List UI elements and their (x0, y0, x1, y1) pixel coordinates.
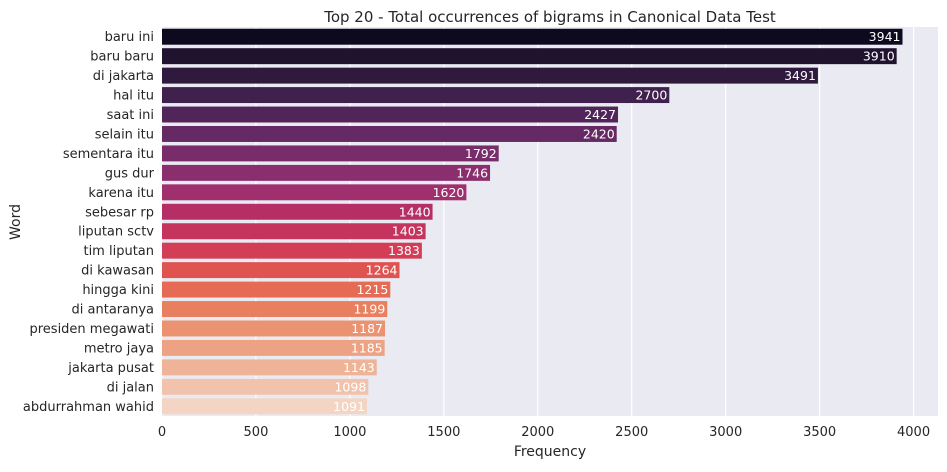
y-tick-label: metro jaya (84, 341, 154, 356)
y-tick-label: jakarta pusat (67, 361, 154, 376)
bar-value-label: 1185 (351, 340, 383, 355)
bar-value-label: 1264 (366, 263, 398, 278)
bar (162, 145, 499, 162)
x-tick-label: 2000 (521, 425, 554, 440)
chart-title: Top 20 - Total occurrences of bigrams in… (323, 8, 776, 26)
bar (162, 301, 388, 317)
bar (162, 184, 467, 201)
bar-value-label: 1383 (388, 243, 420, 258)
bar (162, 203, 433, 220)
y-tick-labels: baru ini baru baru di jakarta hal itu saat i… (23, 30, 155, 415)
data-labels: 3941 3910 3491 2700 2427 2420 1792 1746 16201440… (333, 29, 900, 414)
y-tick-label: di jalan (107, 380, 154, 395)
y-tick-label: hingga kini (82, 283, 154, 298)
bar-value-label: 1187 (351, 321, 383, 336)
y-tick-label: selain itu (95, 127, 154, 142)
bar-value-label: 3491 (784, 68, 816, 83)
y-tick-label: tim liputan (83, 244, 154, 259)
bar (162, 28, 903, 45)
y-tick-label: di antaranya (72, 303, 154, 318)
bar (162, 106, 619, 123)
bar (162, 339, 385, 356)
y-tick-label: baru baru (90, 50, 154, 65)
y-tick-label: gus dur (105, 166, 155, 181)
bar (162, 87, 670, 104)
bar (162, 126, 617, 142)
bars (162, 28, 903, 415)
bar-value-label: 1746 (456, 165, 488, 180)
bar-value-label: 1215 (356, 282, 388, 297)
y-axis-label: Word (8, 204, 24, 240)
bar (162, 48, 897, 65)
y-tick-label: karena itu (88, 186, 154, 201)
bar-value-label: 1091 (333, 399, 365, 414)
y-tick-label: di jakarta (93, 69, 154, 84)
bar (162, 242, 422, 259)
bar (162, 398, 367, 415)
y-tick-label: liputan sctv (78, 225, 154, 240)
x-tick-label: 1500 (427, 425, 460, 440)
bar-value-label: 1098 (334, 379, 366, 394)
bar-value-label: 2420 (583, 126, 615, 141)
bar-value-label: 1440 (399, 204, 431, 219)
bar-value-label: 1403 (392, 224, 424, 239)
bar (162, 378, 369, 395)
x-tick-label: 3500 (803, 425, 836, 440)
bar-value-label: 1792 (465, 146, 497, 161)
bar (162, 67, 818, 84)
bar (162, 164, 491, 181)
x-tick-label: 1000 (333, 425, 366, 440)
x-tick-label: 500 (244, 425, 269, 440)
plot-background (162, 27, 938, 416)
bar (162, 359, 377, 376)
bar (162, 262, 400, 279)
x-tick-labels: 0 500 1000 1500 2000 2500 3000 3500 4000 (158, 425, 930, 440)
y-tick-label: saat ini (107, 108, 154, 123)
bar-value-label: 1199 (353, 302, 385, 317)
y-tick-label: sebesar rp (85, 205, 154, 220)
y-tick-label: hal itu (113, 89, 154, 104)
y-tick-label: di kawasan (81, 264, 154, 279)
x-tick-label: 0 (158, 425, 166, 440)
bar-value-label: 3910 (863, 49, 895, 64)
y-tick-label: baru ini (105, 30, 154, 45)
bar-value-label: 2700 (635, 88, 667, 103)
bar-value-label: 1143 (343, 360, 375, 375)
bar-value-label: 3941 (869, 29, 901, 44)
x-axis-label: Frequency (514, 444, 586, 460)
x-tick-label: 3000 (709, 425, 742, 440)
y-tick-label: presiden megawati (29, 322, 154, 337)
x-tick-label: 2500 (615, 425, 648, 440)
bar-value-label: 2427 (584, 107, 616, 122)
bar (162, 223, 426, 240)
y-tick-label: sementara itu (63, 147, 154, 162)
bar (162, 320, 386, 337)
x-tick-label: 4000 (897, 425, 930, 440)
bar-value-label: 1620 (433, 185, 465, 200)
y-tick-label: abdurrahman wahid (23, 400, 154, 415)
bar (162, 281, 391, 298)
